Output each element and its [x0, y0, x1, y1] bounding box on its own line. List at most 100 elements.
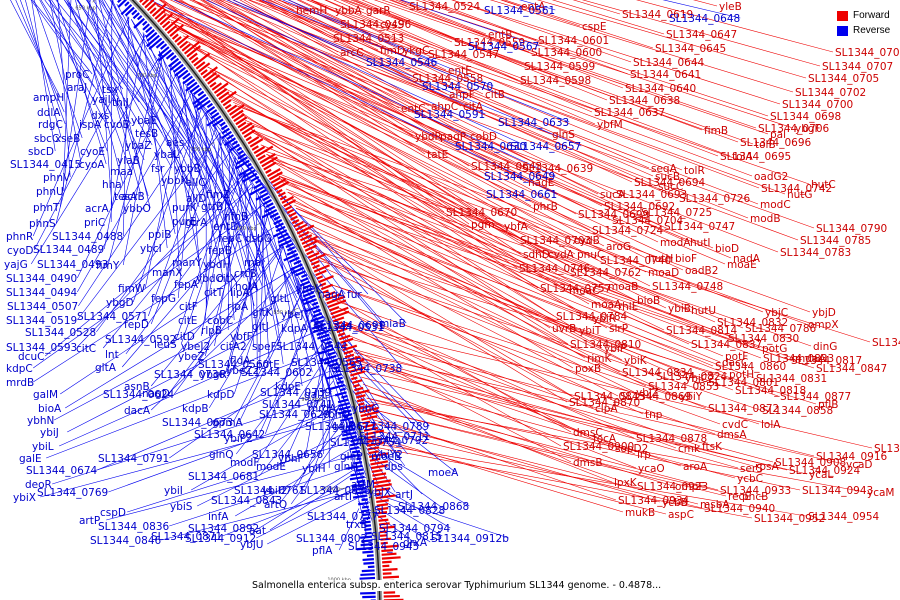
- forward-feature-block: [356, 398, 365, 403]
- forward-connector: [191, 46, 647, 273]
- reverse-feature-block: [339, 416, 354, 422]
- forward-feature-block: [358, 403, 375, 410]
- forward-gene-label: ybiR: [593, 313, 616, 325]
- reverse-gene-label: thiJ: [112, 97, 129, 109]
- forward-gene-label: SL1344_0707: [822, 61, 893, 73]
- reverse-gene-label: ybhF: [278, 453, 304, 465]
- reverse-connector: [33, 226, 275, 383]
- reverse-connector: [214, 171, 245, 347]
- forward-feature-block: [312, 264, 321, 270]
- forward-gene-label: oadG2: [754, 171, 788, 183]
- reverse-feature-block: [363, 516, 371, 520]
- reverse-feature-block: [359, 520, 371, 524]
- forward-gene-label: cysS: [380, 19, 404, 31]
- forward-connector: [175, 27, 674, 259]
- reverse-connector: [259, 208, 265, 371]
- reverse-gene-label: fepD: [124, 319, 149, 331]
- reverse-gene-label: fimY: [96, 260, 120, 272]
- reverse-feature-block: [206, 102, 213, 109]
- forward-feature-block: [316, 275, 324, 280]
- reverse-feature-block: [290, 266, 305, 275]
- forward-connector: [200, 0, 470, 167]
- reverse-feature-block: [341, 394, 348, 399]
- forward-connector: [338, 307, 592, 439]
- forward-gene-label: phrB: [533, 201, 558, 213]
- forward-gene-label: aroA: [683, 461, 708, 473]
- reverse-gene-label: speF: [252, 341, 277, 353]
- forward-feature-block: [220, 90, 237, 104]
- forward-connector: [330, 283, 760, 425]
- reverse-feature-block: [169, 60, 182, 71]
- forward-feature-block: [352, 379, 363, 384]
- forward-feature-block: [171, 33, 179, 40]
- forward-gene-label: tatE: [427, 149, 448, 161]
- forward-gene-label: rimK: [587, 353, 612, 365]
- forward-gene-label: fimD: [380, 45, 405, 57]
- forward-gene-label: ompX: [808, 319, 839, 331]
- forward-connector: [268, 157, 812, 347]
- forward-feature-block: [218, 91, 230, 101]
- reverse-feature-block: [344, 453, 361, 459]
- reverse-connector: [88, 0, 149, 197]
- forward-gene-label: SL1344_0601: [538, 35, 609, 47]
- reverse-feature-block: [312, 312, 323, 318]
- reverse-connector: [290, 428, 346, 505]
- forward-gene-label: serS: [740, 463, 763, 475]
- forward-feature-block: [176, 34, 190, 46]
- reverse-gene-label: moeB: [371, 451, 401, 463]
- forward-gene-label: bioD: [715, 243, 739, 255]
- reverse-connector: [132, 106, 203, 303]
- reverse-connector: [55, 0, 140, 103]
- reverse-gene-label: modE: [256, 461, 286, 473]
- reverse-connector: [267, 497, 358, 545]
- reverse-feature-block: [145, 29, 155, 38]
- forward-feature-block: [327, 299, 347, 309]
- forward-gene-label: aroG: [606, 241, 631, 253]
- forward-gene-label: SL1344_0524: [409, 1, 481, 13]
- reverse-gene-label: fur: [347, 289, 362, 301]
- reverse-connector: [355, 487, 509, 539]
- forward-connector: [361, 0, 523, 67]
- forward-gene-label: SL1344_0513: [333, 33, 404, 45]
- reverse-gene-label: SL1344_0791: [98, 453, 169, 465]
- forward-feature-block: [261, 156, 278, 168]
- forward-feature-block: [166, 25, 178, 35]
- scale-tick-label: 700 kbp: [137, 73, 157, 79]
- forward-feature-block: [281, 195, 295, 204]
- reverse-gene-label: SL1344_0681: [188, 471, 259, 483]
- forward-feature-block: [361, 415, 378, 421]
- reverse-connector: [282, 364, 329, 467]
- reverse-gene-label: leuS: [154, 339, 177, 351]
- reverse-feature-block: [185, 81, 198, 92]
- forward-feature-block: [277, 191, 286, 198]
- reverse-connector: [238, 291, 304, 423]
- reverse-gene-label: manX: [152, 267, 183, 279]
- reverse-connector: [234, 156, 258, 337]
- forward-connector: [191, 46, 569, 273]
- forward-connector: [372, 422, 699, 505]
- reverse-connector: [193, 95, 346, 295]
- reverse-connector: [293, 268, 336, 409]
- reverse-feature-block: [327, 383, 345, 391]
- reverse-gene-label: maa: [110, 166, 133, 178]
- reverse-connector: [287, 0, 438, 63]
- forward-gene-label: nadA: [733, 253, 761, 265]
- forward-feature-block: [382, 572, 392, 575]
- forward-gene-label: SL1344_0786: [745, 323, 817, 335]
- reverse-feature-block: [237, 149, 244, 156]
- reverse-connector: [261, 0, 570, 123]
- forward-gene-label: lpxK: [614, 477, 638, 489]
- reverse-gene-label: ybeZ: [178, 351, 205, 363]
- reverse-connector: [51, 0, 132, 125]
- forward-connector: [345, 324, 873, 449]
- forward-connector: [239, 110, 555, 317]
- forward-feature-block: [216, 88, 228, 97]
- reverse-feature-block: [352, 486, 367, 492]
- forward-feature-block: [364, 429, 385, 436]
- forward-feature-block: [306, 250, 314, 256]
- forward-connector: [292, 201, 728, 375]
- reverse-gene-label: rlpA: [227, 301, 249, 313]
- reverse-connector: [95, 0, 113, 209]
- reverse-feature-block: [132, 12, 140, 20]
